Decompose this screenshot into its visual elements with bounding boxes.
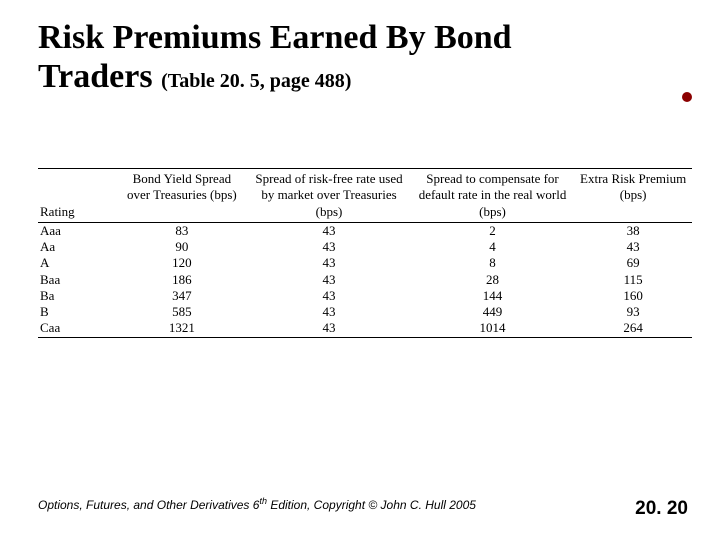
table-header-cell: Rating <box>38 169 116 223</box>
footer-citation: Options, Futures, and Other Derivatives … <box>38 496 476 512</box>
slide-number: 20. 20 <box>635 498 688 520</box>
table-cell: A <box>38 255 116 271</box>
risk-premium-table: RatingBond Yield Spread over Treasuries … <box>38 168 692 338</box>
table-cell: 43 <box>247 222 411 239</box>
table-header-cell: Extra Risk Premium (bps) <box>574 169 692 223</box>
title-line2-main: Traders <box>38 58 153 95</box>
table-row: B5854344993 <box>38 304 692 320</box>
footer-book2: Edition, Copyright © John C. Hull 2005 <box>267 498 476 512</box>
footer-edition-suffix: th <box>259 496 267 506</box>
table-row: Caa1321431014264 <box>38 320 692 337</box>
table-cell: 8 <box>411 255 575 271</box>
table-cell: Baa <box>38 272 116 288</box>
table-cell: 38 <box>574 222 692 239</box>
table-cell: 43 <box>247 272 411 288</box>
table-cell: 144 <box>411 288 575 304</box>
table-cell: 264 <box>574 320 692 337</box>
table-cell: 69 <box>574 255 692 271</box>
table-cell: B <box>38 304 116 320</box>
table-cell: 43 <box>247 239 411 255</box>
slide: Risk Premiums Earned By Bond Traders (Ta… <box>0 0 720 540</box>
table-container: RatingBond Yield Spread over Treasuries … <box>38 168 692 338</box>
table-cell: 43 <box>247 288 411 304</box>
table-cell: 160 <box>574 288 692 304</box>
table-cell: 28 <box>411 272 575 288</box>
table-cell: Aaa <box>38 222 116 239</box>
table-row: Baa1864328115 <box>38 272 692 288</box>
table-header-cell: Bond Yield Spread over Treasuries (bps) <box>116 169 247 223</box>
table-header-cell: Spread to compensate for default rate in… <box>411 169 575 223</box>
table-cell: 90 <box>116 239 247 255</box>
table-header-row: RatingBond Yield Spread over Treasuries … <box>38 169 692 223</box>
table-cell: 186 <box>116 272 247 288</box>
table-cell: 449 <box>411 304 575 320</box>
table-cell: 43 <box>247 304 411 320</box>
table-cell: Ba <box>38 288 116 304</box>
table-cell: 1014 <box>411 320 575 337</box>
table-row: Aaa8343238 <box>38 222 692 239</box>
table-cell: 1321 <box>116 320 247 337</box>
table-header-cell: Spread of risk-free rate used by market … <box>247 169 411 223</box>
table-cell: 2 <box>411 222 575 239</box>
table-cell: 93 <box>574 304 692 320</box>
title-line1: Risk Premiums Earned By Bond <box>38 19 512 56</box>
table-row: Aa9043443 <box>38 239 692 255</box>
table-cell: 115 <box>574 272 692 288</box>
table-cell: 585 <box>116 304 247 320</box>
table-cell: Caa <box>38 320 116 337</box>
bullet-dot-icon <box>682 92 692 102</box>
table-cell: 83 <box>116 222 247 239</box>
table-cell: 43 <box>574 239 692 255</box>
table-cell: Aa <box>38 239 116 255</box>
slide-title: Risk Premiums Earned By Bond Traders (Ta… <box>38 18 692 96</box>
table-row: Ba34743144160 <box>38 288 692 304</box>
table-cell: 347 <box>116 288 247 304</box>
table-cell: 43 <box>247 320 411 337</box>
table-row: A12043869 <box>38 255 692 271</box>
table-cell: 43 <box>247 255 411 271</box>
table-cell: 120 <box>116 255 247 271</box>
title-line2-sub: (Table 20. 5, page 488) <box>161 70 351 92</box>
footer-book1: Options, Futures, and Other Derivatives <box>38 498 249 512</box>
table-cell: 4 <box>411 239 575 255</box>
